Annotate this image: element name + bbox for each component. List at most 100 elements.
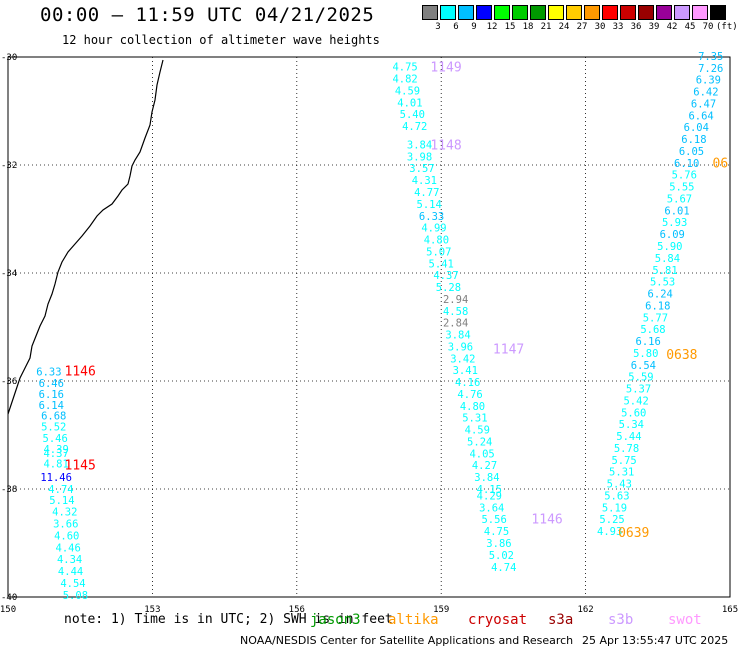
- wave-height-value: 6.16: [636, 336, 661, 348]
- wave-height-value: 6.24: [648, 289, 673, 301]
- legend-swatch: [620, 5, 636, 20]
- wave-height-value: 4.74: [48, 484, 73, 496]
- wave-height-value: 4.37: [433, 270, 458, 282]
- wave-height-value: 5.60: [621, 407, 646, 419]
- legend-swatch: [494, 5, 510, 20]
- legend-label: 18: [522, 22, 534, 32]
- wave-height-value: 6.18: [645, 300, 670, 312]
- wave-height-value: 5.90: [657, 241, 682, 253]
- wave-height-value: 5.80: [633, 348, 658, 360]
- wave-height-value: 5.59: [628, 372, 653, 384]
- wave-height-value: 4.16: [455, 377, 480, 389]
- wave-height-value: 6.05: [679, 146, 704, 158]
- legend-swatch: [422, 5, 438, 20]
- legend-label: 27: [576, 22, 588, 32]
- wave-height-value: 5.44: [616, 431, 641, 443]
- wave-height-value: 4.29: [477, 490, 502, 502]
- wave-height-value: 5.67: [667, 193, 692, 205]
- wave-height-value: 5.75: [611, 455, 636, 467]
- legend-swatch: [530, 5, 546, 20]
- wave-height-value: 5.55: [669, 182, 694, 194]
- credit-text: NOAA/NESDIS Center for Satellite Applica…: [240, 634, 574, 647]
- wave-height-value: 4.99: [421, 223, 446, 235]
- wave-height-value: 4.15: [477, 484, 502, 496]
- legend-label: 70: [702, 22, 714, 32]
- legend-swatch: [692, 5, 708, 20]
- wave-height-value: 5.77: [643, 312, 668, 324]
- pass-time-label: 1146: [65, 365, 96, 380]
- lat-tick-label: -32: [1, 161, 17, 171]
- legend-label: 15: [504, 22, 516, 32]
- legend-swatch: [476, 5, 492, 20]
- wave-height-value: 3.86: [486, 538, 511, 550]
- lon-tick-label: 153: [144, 605, 160, 615]
- wave-height-value: 4.32: [52, 507, 77, 519]
- wave-height-value: 3.64: [479, 502, 504, 514]
- generated-timestamp: 25 Apr 13:55:47 UTC 2025: [582, 634, 729, 647]
- wave-height-value: 5.81: [652, 265, 677, 277]
- wave-height-value: 5.07: [426, 246, 451, 258]
- wave-height-value: 5.76: [672, 170, 697, 182]
- pass-time-label: 1145: [65, 459, 96, 474]
- wave-height-value: 4.74: [491, 562, 516, 574]
- coastline: [7, 59, 164, 415]
- wave-height-value: 5.31: [462, 413, 487, 425]
- wave-height-value: 5.78: [614, 443, 639, 455]
- wave-height-value: 3.42: [450, 353, 475, 365]
- legend-label: 21: [540, 22, 552, 32]
- legend-label: 33: [612, 22, 624, 32]
- wave-height-value: 3.66: [53, 519, 78, 531]
- legend-label: 6: [453, 22, 459, 32]
- legend-swatch: [458, 5, 474, 20]
- wave-height-value: 6.42: [693, 87, 718, 99]
- satellite-cryosat: cryosat: [468, 612, 528, 628]
- wave-height-value: 3.84: [407, 139, 432, 151]
- wave-height-value: 4.46: [56, 542, 81, 554]
- lat-tick-label: -36: [1, 377, 17, 387]
- lon-tick-label: 150: [0, 605, 16, 615]
- wave-height-value: 4.39: [43, 444, 68, 456]
- wave-height-value: 4.05: [469, 448, 494, 460]
- lat-tick-label: -40: [1, 593, 17, 603]
- lon-tick-label: 162: [577, 605, 593, 615]
- pass-time-label: 1146: [531, 513, 562, 528]
- wave-height-value: 6.09: [660, 229, 685, 241]
- wave-height-value: 4.72: [402, 121, 427, 133]
- wave-height-value: 5.14: [49, 495, 74, 507]
- pass-time-label: 0639: [618, 526, 649, 541]
- map-title: 00:00 – 11:59 UTC 04/21/2025: [40, 4, 375, 26]
- wave-height-value: 4.54: [60, 578, 85, 590]
- wave-height-value: 5.19: [602, 502, 627, 514]
- wave-height-value: 6.01: [664, 205, 689, 217]
- legend-label: 45: [684, 22, 696, 32]
- pass-time-label: 0638: [666, 348, 697, 363]
- legend-label: 30: [594, 22, 606, 32]
- wave-height-value: 3.41: [453, 365, 478, 377]
- wave-height-value: 2.94: [443, 294, 468, 306]
- legend-swatch: [584, 5, 600, 20]
- wave-height-value: 6.33: [36, 366, 61, 378]
- wave-height-value: 5.31: [609, 467, 634, 479]
- pass-time-label: 1147: [493, 343, 524, 358]
- legend-label: (ft): [716, 22, 738, 32]
- wave-height-value: 5.63: [604, 490, 629, 502]
- wave-height-value: 3.98: [407, 151, 432, 163]
- wave-height-value: 6.18: [681, 134, 706, 146]
- wave-height-value: 4.75: [392, 62, 417, 74]
- wave-height-value: 4.01: [397, 97, 422, 109]
- satellite-swot: swot: [668, 612, 702, 628]
- wave-height-value: 5.56: [481, 514, 506, 526]
- pass-time-label: 06: [713, 156, 729, 171]
- lon-tick-label: 165: [722, 605, 738, 615]
- satellite-altika: altika: [388, 612, 439, 628]
- legend-swatch: [440, 5, 456, 20]
- wave-height-value: 6.10: [674, 158, 699, 170]
- legend-swatch: [674, 5, 690, 20]
- satellite-s3a: s3a: [548, 612, 574, 628]
- wave-height-value: 5.53: [650, 277, 675, 289]
- pass-time-label: 1149: [430, 61, 461, 76]
- wave-height-value: 4.44: [58, 566, 83, 578]
- legend-swatch: [710, 5, 726, 20]
- lat-tick-label: -38: [1, 485, 17, 495]
